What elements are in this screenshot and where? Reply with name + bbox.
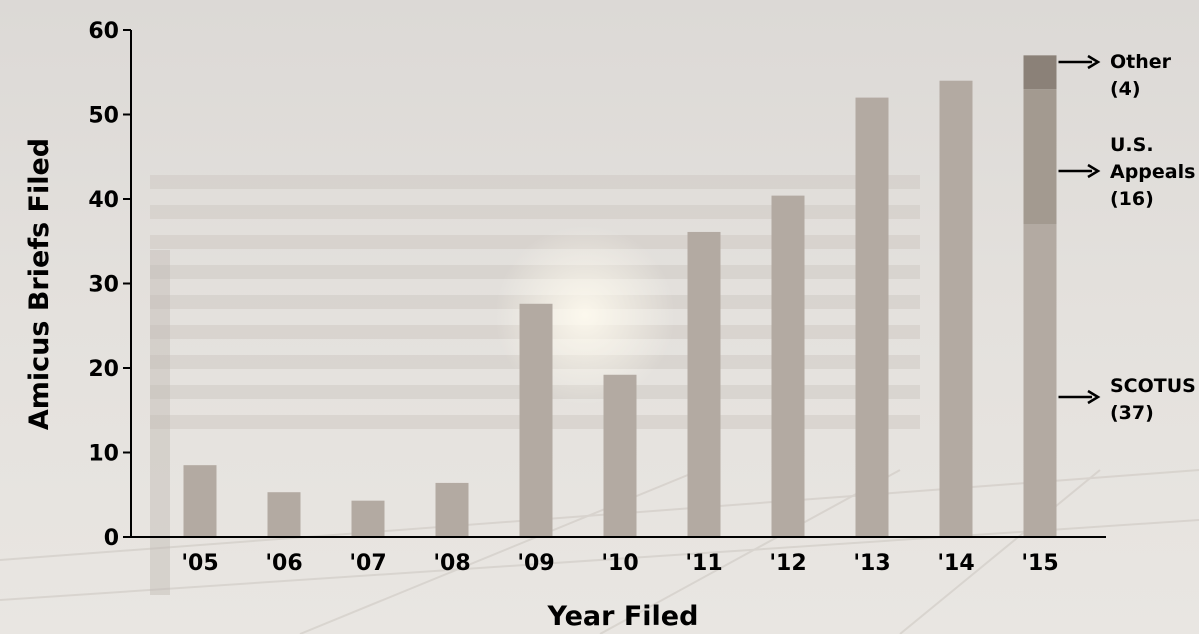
bar-segment-other: [1023, 55, 1057, 90]
bar: [855, 97, 889, 537]
annotation-label-other: Other: [1110, 51, 1172, 73]
bar: [603, 374, 637, 537]
x-ticks-group: '05 '06 '07 '08 '09 '10 '11 '12 '13 '14 '15: [181, 551, 1058, 576]
y-tick-label: 50: [88, 104, 119, 129]
annotation-label-other: (4): [1110, 78, 1141, 100]
x-tick-label: '08: [433, 551, 470, 576]
annotation-arrowhead-appeals: [1087, 163, 1101, 179]
x-tick-label: '13: [853, 551, 890, 576]
x-axis-title: Year Filed: [547, 601, 699, 632]
x-tick-label: '10: [601, 551, 638, 576]
x-tick-label: '11: [685, 551, 722, 576]
bar: [519, 303, 553, 537]
bar-segment-scotus: [1023, 224, 1057, 537]
bar: [687, 231, 721, 537]
y-tick-label: 40: [88, 188, 119, 213]
x-tick-label: '09: [517, 551, 554, 576]
x-tick-label: '14: [937, 551, 974, 576]
x-tick-label: '06: [265, 551, 302, 576]
x-tick-label: '07: [349, 551, 386, 576]
annotation-label-appeals: U.S.: [1110, 134, 1154, 156]
x-tick-label: '12: [769, 551, 806, 576]
annotation-label-scotus: (37): [1110, 402, 1154, 424]
bar: [351, 500, 385, 537]
annotation-label-appeals: (16): [1110, 188, 1154, 210]
y-tick-label: 0: [104, 526, 119, 551]
y-tick-label: 10: [88, 442, 119, 467]
annotation-label-appeals: Appeals: [1110, 161, 1195, 183]
annotations-group: SCOTUS (37) U.S. Appeals (16) Other (4): [1058, 51, 1196, 424]
y-axis-title: Amicus Briefs Filed: [24, 138, 55, 430]
bar-segment-appeals: [1023, 89, 1057, 225]
annotation-label-scotus: SCOTUS: [1110, 375, 1196, 397]
bar: [183, 465, 217, 537]
bar: [939, 80, 973, 537]
bar: [771, 195, 805, 537]
bar: [267, 492, 301, 537]
y-ticks-group: 0 10 20 30 40 50 60: [88, 19, 131, 551]
y-tick-label: 30: [88, 273, 119, 298]
x-tick-label: '05: [181, 551, 218, 576]
bars-group: [183, 55, 1057, 537]
x-tick-label: '15: [1021, 551, 1058, 576]
y-tick-label: 60: [88, 19, 119, 44]
bar: [435, 482, 469, 537]
annotation-arrowhead-scotus: [1087, 389, 1101, 405]
annotation-arrowhead-other: [1087, 54, 1101, 70]
y-tick-label: 20: [88, 357, 119, 382]
